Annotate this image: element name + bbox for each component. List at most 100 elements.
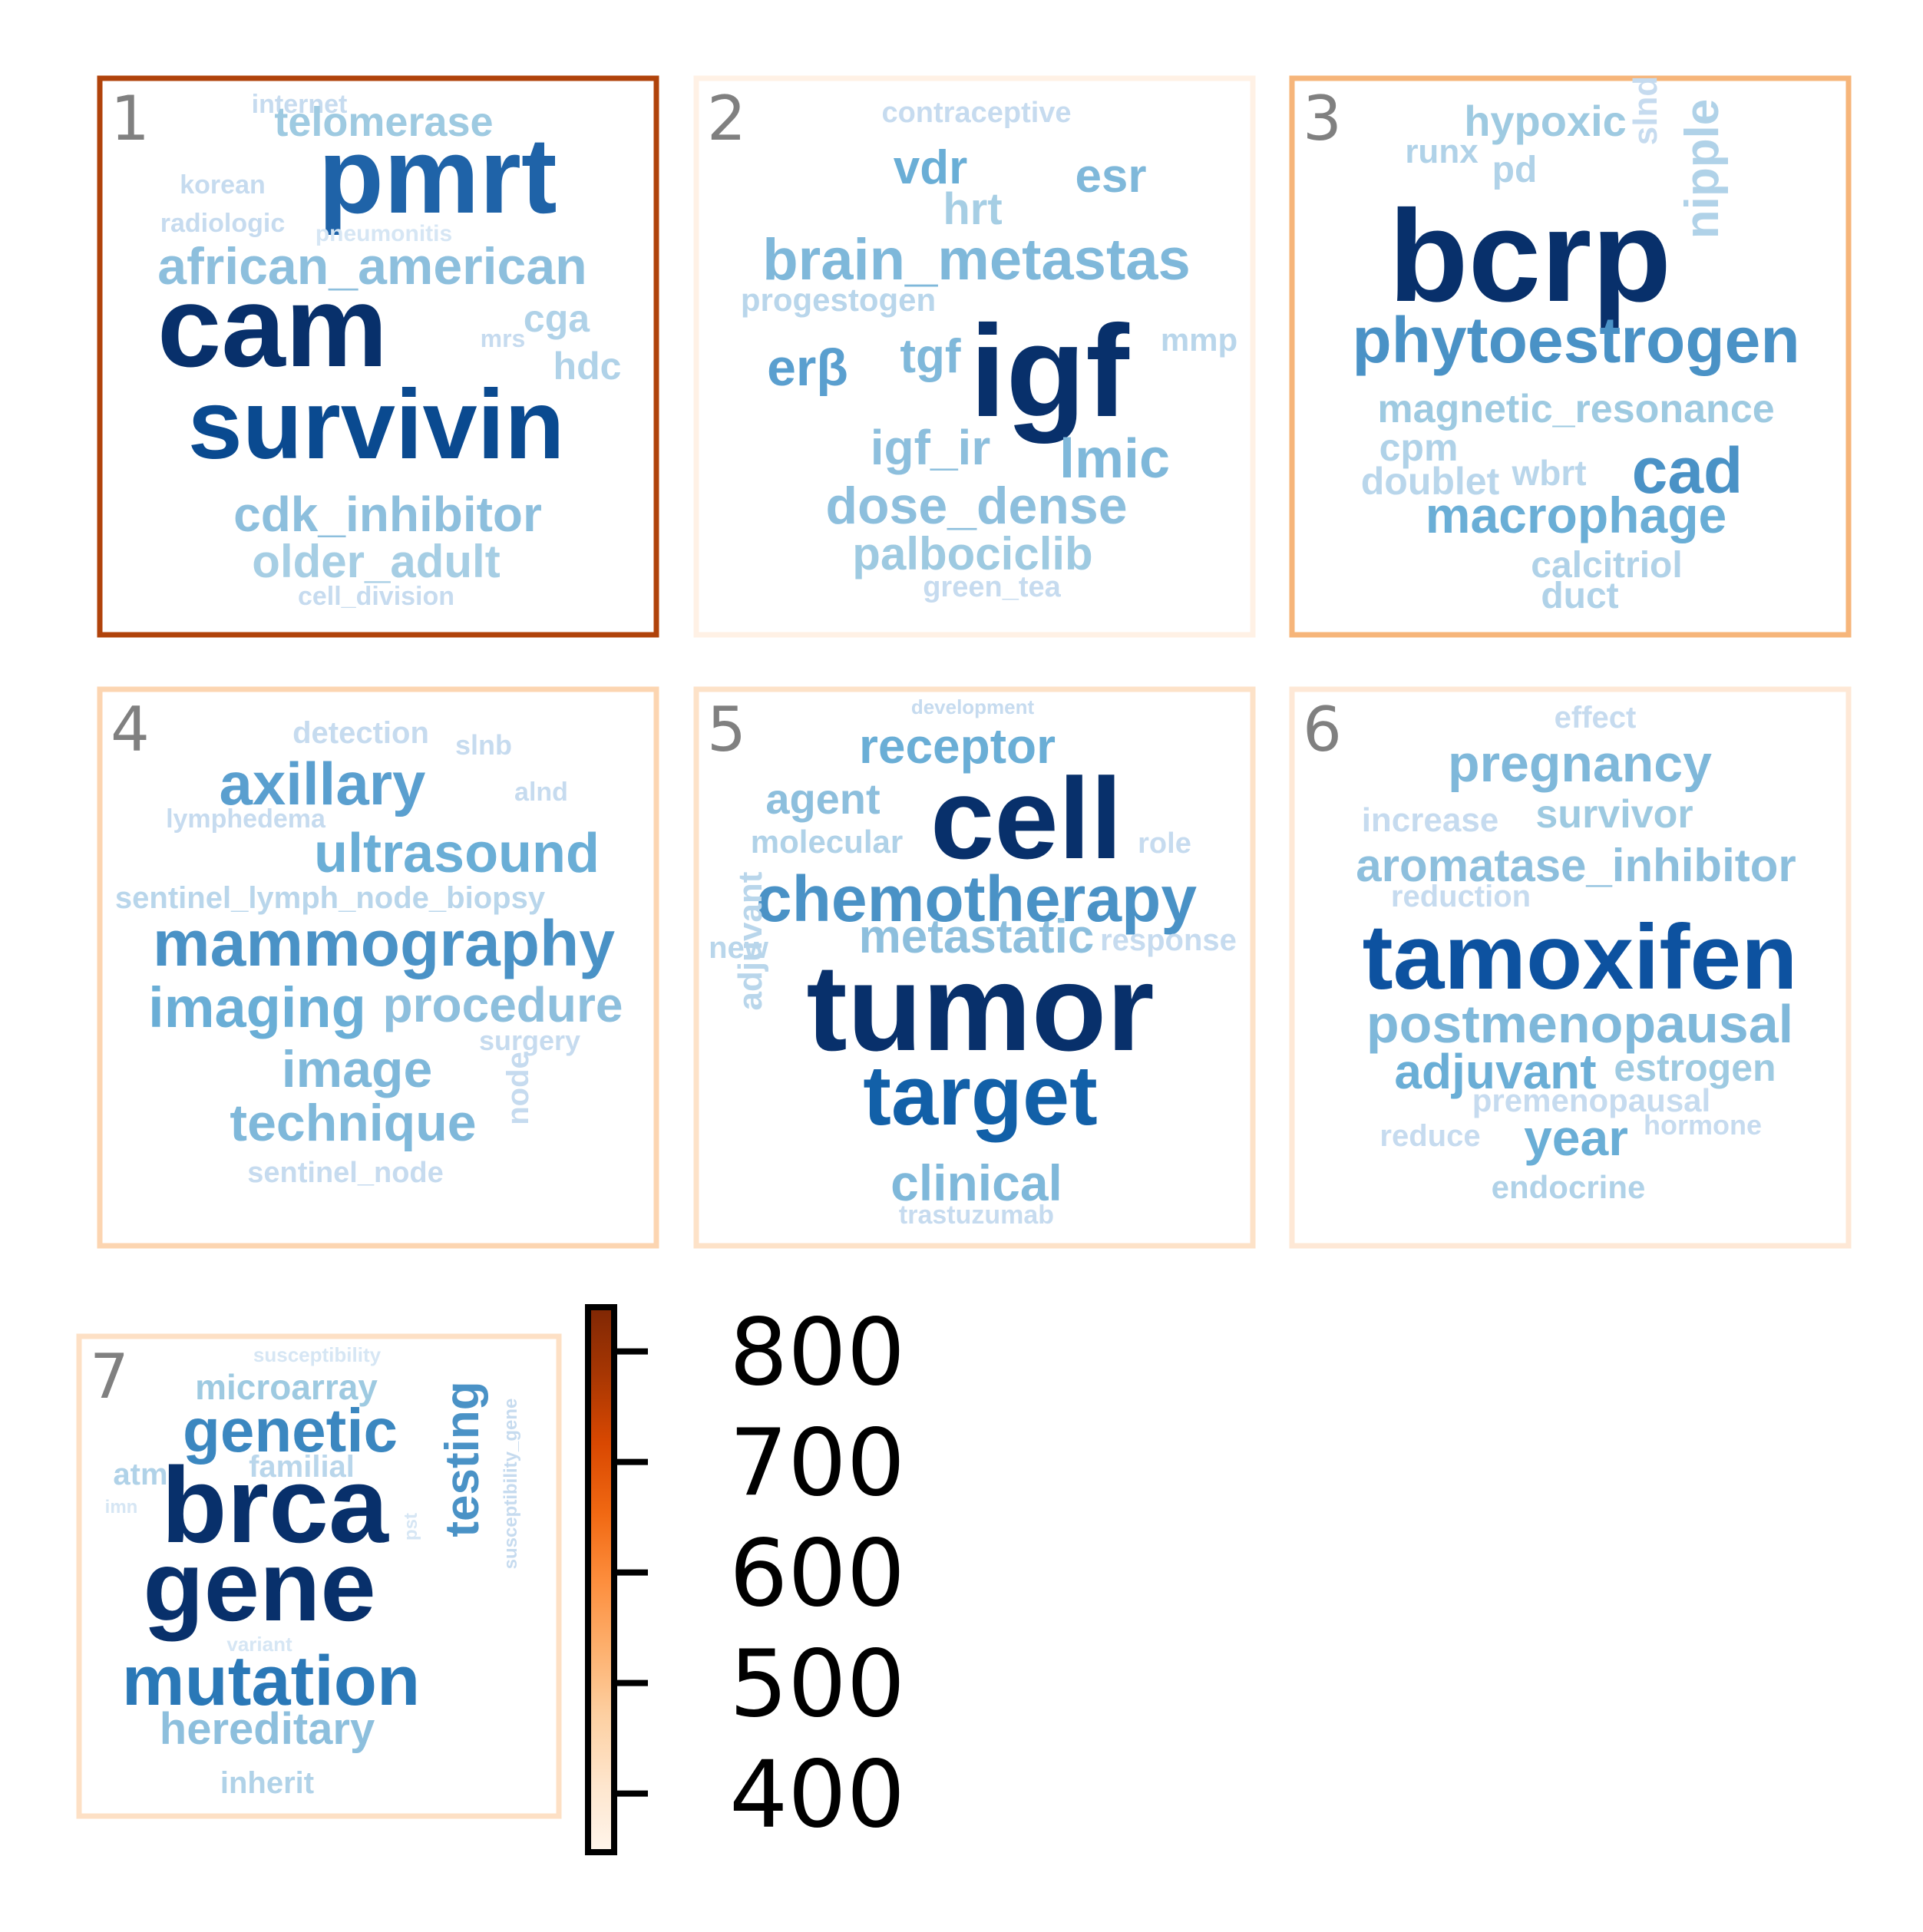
colorbar-tick-label: 400 xyxy=(729,1742,905,1849)
word-hdc: hdc xyxy=(553,345,622,388)
word-progestogen: progestogen xyxy=(741,282,936,318)
panel-4: 4 detection slnb axillary alnd lymphedemaultr… xyxy=(97,686,659,1249)
colorbar-tick-label: 800 xyxy=(729,1300,905,1407)
panel-frame xyxy=(1289,75,1852,638)
panel-frame xyxy=(693,686,1256,1249)
word-surgery: surgery xyxy=(479,1025,580,1056)
word-development: development xyxy=(911,695,1035,718)
word-pregnancy: pregnancy xyxy=(1448,735,1712,793)
word-alnd: alnd xyxy=(514,778,568,807)
word-susceptibility: susceptibility xyxy=(253,1343,382,1366)
word-target: target xyxy=(863,1049,1098,1143)
word-tgf: tgf xyxy=(900,330,961,383)
word-tamoxifen: tamoxifen xyxy=(1363,906,1798,1009)
word-endocrine: endocrine xyxy=(1492,1169,1646,1205)
word-slnd: slnd xyxy=(1627,76,1664,145)
word-image: image xyxy=(282,1040,433,1098)
word-reduction: reduction xyxy=(1391,880,1531,913)
word-procedure: procedure xyxy=(383,977,623,1032)
word-cad: cad xyxy=(1632,434,1743,507)
panel-number: 1 xyxy=(111,83,150,154)
word-cell-division: cell_division xyxy=(298,582,454,611)
word-vdr: vdr xyxy=(894,141,967,194)
panel-frame xyxy=(693,75,1256,638)
word-new: new xyxy=(709,931,769,965)
word-agent: agent xyxy=(765,774,880,823)
word-brca: brca xyxy=(161,1445,389,1565)
colorbar-outline xyxy=(585,1304,617,1855)
panel-frame xyxy=(76,1333,562,1819)
word-cpm: cpm xyxy=(1379,426,1459,469)
word-testing: testing xyxy=(436,1381,489,1537)
word-lmic: lmic xyxy=(1059,428,1170,490)
word-estrogen: estrogen xyxy=(1614,1046,1776,1089)
word-doublet: doublet xyxy=(1361,460,1500,503)
word-survivor: survivor xyxy=(1535,792,1693,837)
word-igf-ir: igf_ir xyxy=(871,420,990,475)
word-bcrp: bcrp xyxy=(1389,183,1671,329)
colorbar-tick-label: 700 xyxy=(729,1411,905,1518)
panel-2: 2 contraceptive vdr esr hrtbrain_metastaspro… xyxy=(693,75,1256,638)
word-cga: cga xyxy=(524,297,590,340)
word-role: role xyxy=(1138,827,1191,860)
colorbar-tick-label: 600 xyxy=(729,1521,905,1628)
panel-number: 3 xyxy=(1303,83,1342,154)
word-african-american: african_american xyxy=(157,237,586,296)
word-wbrt: wbrt xyxy=(1511,453,1586,493)
word-pd: pd xyxy=(1492,150,1538,190)
word-phytoestrogen: phytoestrogen xyxy=(1352,304,1799,376)
word-inherit: inherit xyxy=(220,1766,314,1800)
word-calcitriol: calcitriol xyxy=(1531,545,1682,586)
word-detection: detection xyxy=(292,716,429,750)
panel-number: 7 xyxy=(90,1341,129,1412)
word-cdk-inhibitor: cdk_inhibitor xyxy=(233,487,542,542)
word-internet: internet xyxy=(252,90,348,119)
word-atm: atm xyxy=(113,1458,167,1491)
word-mutation: mutation xyxy=(122,1642,420,1720)
word-year: year xyxy=(1524,1109,1628,1166)
word-technique: technique xyxy=(230,1094,476,1152)
word-brain-metastas: brain_metastas xyxy=(762,227,1191,292)
word-variant: variant xyxy=(226,1633,292,1656)
panel-7: 7 susceptibilitymicroarraygeneticfamilial… xyxy=(76,1333,562,1819)
word-hypoxic: hypoxic xyxy=(1464,97,1627,145)
word-slnb: slnb xyxy=(455,729,512,761)
word-increase: increase xyxy=(1362,801,1499,839)
word-adjuvant: adjuvant xyxy=(1394,1044,1596,1099)
word-response: response xyxy=(1100,923,1237,957)
word-igf: igf xyxy=(970,299,1129,444)
word-receptor: receptor xyxy=(859,718,1056,774)
word-pmrt: pmrt xyxy=(318,115,557,236)
word-gene: gene xyxy=(143,1530,375,1642)
word-sentinel-lymph-node-biopsy: sentinel_lymph_node_biopsy xyxy=(115,881,546,915)
word-premenopausal: premenopausal xyxy=(1472,1082,1710,1118)
word-mammography: mammography xyxy=(153,907,615,979)
word-imn: imn xyxy=(105,1497,138,1518)
word-green-tea: green_tea xyxy=(923,571,1061,603)
word-ultrasound: ultrasound xyxy=(314,823,600,884)
word-clinical: clinical xyxy=(890,1154,1062,1211)
word-postmenopausal: postmenopausal xyxy=(1366,994,1793,1054)
word-molecular: molecular xyxy=(751,824,903,860)
word-nipple: nipple xyxy=(1676,99,1729,239)
word-hormone: hormone xyxy=(1644,1109,1762,1141)
panel-number: 2 xyxy=(707,83,746,154)
word-metastatic: metastatic xyxy=(859,910,1095,963)
panel-number: 5 xyxy=(707,694,746,765)
word-macrophage: macrophage xyxy=(1426,487,1726,543)
word-axillary: axillary xyxy=(220,750,426,817)
word-survivin: survivin xyxy=(188,370,565,480)
word-dose-dense: dose_dense xyxy=(825,477,1127,535)
word-familial: familial xyxy=(249,1450,355,1484)
word-tumor: tumor xyxy=(806,939,1154,1076)
colorbar-tick-label: 500 xyxy=(729,1632,905,1739)
word-cell: cell xyxy=(930,754,1122,883)
word-susceptibility-gene: susceptibility_gene xyxy=(501,1399,521,1570)
word-telomerase: telomerase xyxy=(274,99,493,145)
word-esr: esr xyxy=(1075,150,1146,203)
word-runx: runx xyxy=(1405,133,1479,170)
